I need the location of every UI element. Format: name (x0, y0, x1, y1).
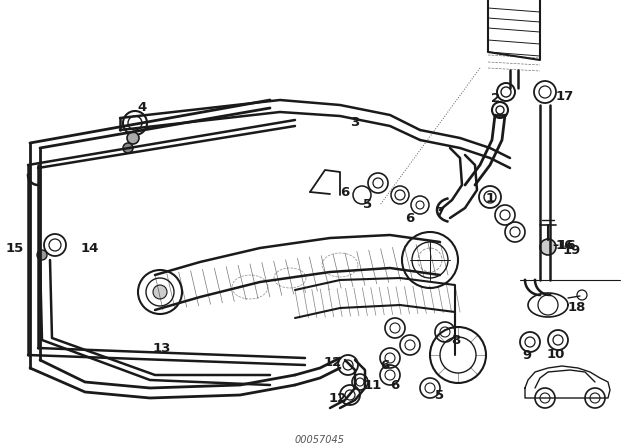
Circle shape (37, 250, 47, 260)
Text: 4: 4 (138, 100, 147, 113)
Text: 3: 3 (350, 116, 360, 129)
Text: 5: 5 (435, 388, 445, 401)
Text: 15: 15 (6, 241, 24, 254)
Text: 6: 6 (340, 185, 349, 198)
Text: 1: 1 (485, 191, 495, 204)
Circle shape (153, 285, 167, 299)
Text: 16: 16 (556, 238, 574, 251)
Text: 11: 11 (364, 379, 382, 392)
Text: 13: 13 (153, 341, 171, 354)
Text: 2: 2 (492, 91, 500, 104)
Circle shape (540, 239, 556, 255)
Text: 6: 6 (390, 379, 399, 392)
Text: 10: 10 (547, 348, 565, 361)
Circle shape (123, 143, 133, 153)
Text: 18: 18 (568, 301, 586, 314)
Text: 12: 12 (329, 392, 347, 405)
Text: 6: 6 (405, 211, 415, 224)
Text: 5: 5 (364, 198, 372, 211)
Text: 6: 6 (380, 358, 390, 371)
Text: 12: 12 (324, 356, 342, 369)
Text: 8: 8 (451, 333, 461, 346)
Text: 19: 19 (563, 244, 581, 257)
Text: 00057045: 00057045 (295, 435, 345, 445)
Text: 14: 14 (81, 241, 99, 254)
Text: 17: 17 (556, 90, 574, 103)
Text: –16: –16 (552, 238, 575, 251)
Text: 9: 9 (522, 349, 532, 362)
Circle shape (127, 132, 139, 144)
Text: 7: 7 (435, 206, 445, 219)
